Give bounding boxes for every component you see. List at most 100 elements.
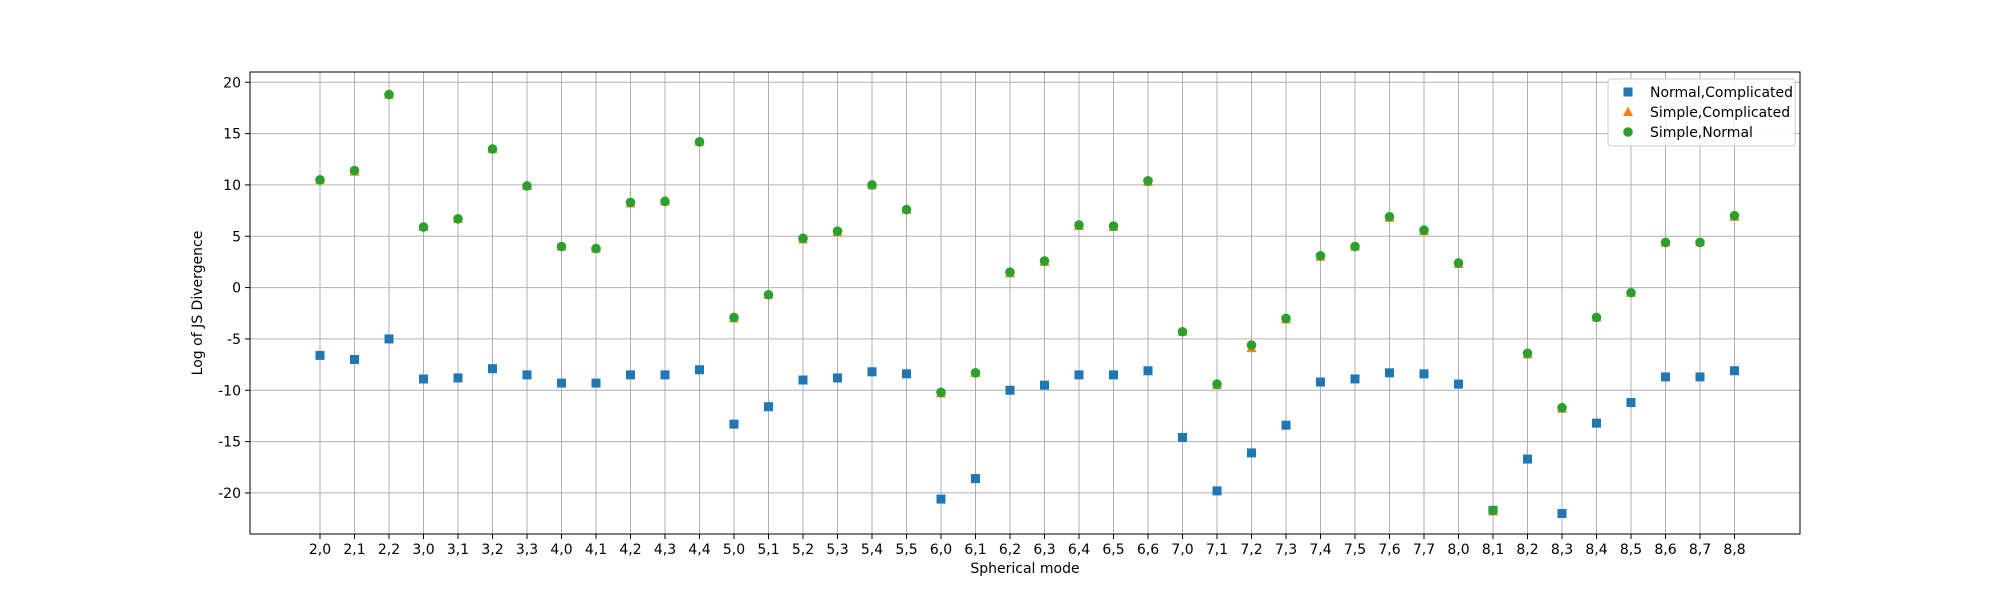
normal-complicated-point	[315, 350, 325, 360]
simple-normal-point	[1729, 210, 1740, 221]
simple-normal-point	[418, 222, 429, 232]
x-tick-label: 6,4	[1068, 542, 1090, 558]
simple-normal-point	[522, 181, 532, 191]
legend-marker	[1623, 87, 1633, 97]
normal-complicated-point	[1143, 366, 1153, 376]
simple-normal-point	[763, 289, 774, 300]
normal-complicated-point	[419, 374, 428, 384]
normal-complicated-point	[488, 364, 497, 374]
x-tick-label: 2,2	[378, 542, 400, 558]
normal-complicated-point	[1109, 370, 1118, 380]
normal-complicated-point	[1661, 372, 1670, 382]
normal-complicated-point	[764, 402, 773, 412]
simple-normal-point	[1557, 402, 1567, 413]
normal-complicated-point	[1040, 380, 1049, 390]
x-tick-label: 8,7	[1689, 542, 1711, 558]
normal-complicated-point	[971, 474, 980, 484]
data-points	[315, 89, 1740, 518]
normal-complicated-point	[453, 373, 463, 383]
normal-complicated-point	[557, 378, 566, 388]
y-axis-title: Log of JS Divergence	[190, 231, 206, 376]
axis-ticks: 2,0 2,1 2,2 3,0 3,1 3,2 3,3 4,0 4,1 4,2 4,3 4,4 5,0 5…	[218, 75, 1746, 558]
normal-complicated-point	[1695, 372, 1705, 382]
y-tick-label: -15	[218, 435, 241, 451]
normal-complicated-point	[1385, 368, 1394, 378]
simple-normal-point	[487, 144, 498, 154]
simple-normal-point	[1315, 250, 1326, 261]
simple-normal-point	[556, 241, 567, 252]
normal-complicated-point	[591, 378, 601, 388]
normal-complicated-point	[902, 369, 911, 379]
x-tick-label: 8,2	[1516, 542, 1538, 558]
simple-normal-point	[694, 137, 705, 147]
legend: Normal,Complicated Simple,Complicated Simp…	[1607, 78, 1796, 147]
x-tick-label: 6,6	[1137, 542, 1159, 558]
normal-complicated-point	[1281, 420, 1291, 430]
x-tick-label: 5,1	[757, 542, 779, 558]
x-tick-label: 5,5	[895, 542, 917, 558]
y-tick-label: 5	[232, 229, 241, 245]
normal-complicated-point	[695, 365, 704, 375]
x-tick-label: 6,1	[964, 542, 986, 558]
normal-complicated-point	[522, 370, 532, 380]
simple-normal-point	[625, 197, 636, 208]
simple-normal-point	[936, 387, 946, 398]
simple-normal-point	[1626, 287, 1636, 298]
legend-label: Simple,Complicated	[1650, 105, 1790, 121]
normal-complicated-point	[1730, 366, 1739, 376]
x-tick-label: 4,3	[654, 542, 676, 558]
y-tick-label: 0	[232, 281, 241, 297]
simple-normal-point	[1177, 326, 1188, 337]
simple-normal-point	[1246, 340, 1257, 350]
normal-complicated-point	[1557, 508, 1567, 518]
simple-normal-point	[1522, 348, 1533, 359]
simple-normal-point	[1108, 221, 1119, 231]
simple-normal-point	[591, 243, 601, 254]
x-tick-label: 3,3	[516, 542, 538, 558]
normal-complicated-point	[626, 370, 635, 380]
legend-box	[1607, 78, 1796, 147]
normal-complicated-point	[1005, 385, 1015, 395]
normal-complicated-point	[833, 373, 842, 383]
simple-normal-point	[970, 368, 981, 378]
grid	[250, 72, 1800, 534]
x-tick-label: 7,1	[1206, 542, 1228, 558]
simple-normal-point	[1212, 379, 1222, 389]
x-tick-label: 8,3	[1551, 542, 1573, 558]
normal-complicated-point	[729, 419, 739, 429]
simple-normal-point	[1419, 225, 1429, 235]
x-axis-title: Spherical mode	[970, 561, 1079, 577]
x-tick-label: 3,2	[481, 542, 503, 558]
x-tick-label: 4,2	[619, 542, 641, 558]
simple-normal-point	[453, 214, 463, 224]
simple-normal-point	[384, 89, 394, 100]
normal-complicated-point	[350, 354, 359, 364]
normal-complicated-point	[936, 494, 946, 504]
normal-complicated-point	[1454, 379, 1463, 389]
y-tick-label: -5	[227, 332, 241, 348]
normal-complicated-point	[1626, 398, 1636, 408]
x-tick-label: 5,2	[792, 542, 814, 558]
x-tick-label: 7,6	[1378, 542, 1400, 558]
simple-normal-point	[1384, 211, 1395, 222]
x-tick-label: 5,4	[861, 542, 883, 558]
normal-complicated-point	[1592, 418, 1601, 428]
x-tick-label: 8,8	[1723, 542, 1745, 558]
x-tick-label: 8,6	[1654, 542, 1676, 558]
simple-normal-point	[1660, 237, 1671, 248]
normal-complicated-point	[1350, 374, 1360, 384]
x-tick-label: 7,5	[1344, 542, 1366, 558]
x-tick-label: 8,1	[1482, 542, 1504, 558]
simple-normal-point	[660, 196, 670, 207]
plot-area-frame	[249, 71, 1801, 535]
x-tick-label: 7,3	[1275, 542, 1297, 558]
simple-normal-point	[1039, 256, 1050, 266]
simple-normal-point	[1281, 313, 1291, 324]
simple-normal-point	[1453, 258, 1464, 268]
x-tick-label: 7,0	[1171, 542, 1193, 558]
simple-normal-point	[1488, 505, 1498, 516]
legend-marker	[1623, 106, 1633, 116]
normal-complicated-point	[1247, 448, 1256, 458]
simple-normal-point	[1074, 220, 1084, 230]
x-tick-label: 3,0	[412, 542, 434, 558]
